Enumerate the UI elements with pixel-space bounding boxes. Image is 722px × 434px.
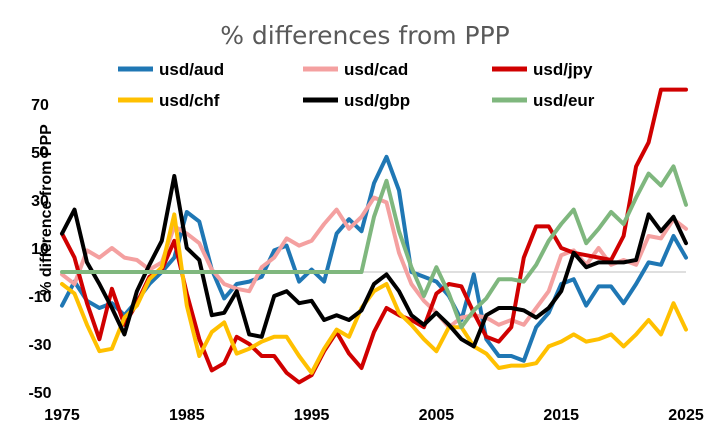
series-line-usd-gbp — [60, 174, 688, 349]
legend: usd/aud usd/cad usd/jpy usd/chf usd/gbp usd/e… — [118, 60, 595, 110]
y-tick-label: 50 — [31, 145, 49, 162]
y-axis-ticks: 70 50 30 10 -10 -30 -50 — [28, 97, 51, 402]
x-tick-label: 2025 — [668, 407, 704, 424]
x-tick-label: 1975 — [44, 407, 80, 424]
y-tick-label: 10 — [31, 241, 49, 258]
y-tick-label: -30 — [28, 337, 51, 354]
legend-label: usd/jpy — [533, 60, 593, 79]
x-tick-label: 1995 — [294, 407, 330, 424]
y-tick-label: -50 — [28, 385, 51, 402]
y-tick-label: 70 — [31, 97, 49, 114]
series-line-usd-eur — [60, 164, 688, 330]
series-line-usd-chf — [60, 212, 688, 375]
legend-label: usd/aud — [159, 60, 224, 79]
legend-label: usd/chf — [159, 91, 220, 110]
x-tick-label: 1985 — [169, 407, 205, 424]
x-tick-label: 2005 — [419, 407, 455, 424]
series-line-usd-jpy — [60, 87, 688, 385]
x-axis-ticks: 1975 1985 1995 2005 2015 2025 — [44, 407, 704, 424]
series-lines — [60, 87, 688, 385]
y-tick-label: -10 — [28, 289, 51, 306]
legend-label: usd/eur — [533, 91, 595, 110]
y-axis-title: % difference from PPP — [38, 124, 55, 296]
legend-label: usd/cad — [344, 60, 408, 79]
x-tick-label: 2015 — [543, 407, 579, 424]
series-line-usd-aud — [60, 154, 688, 363]
y-tick-label: 30 — [31, 193, 49, 210]
legend-label: usd/gbp — [344, 91, 410, 110]
chart-title: % differences from PPP — [220, 21, 510, 50]
